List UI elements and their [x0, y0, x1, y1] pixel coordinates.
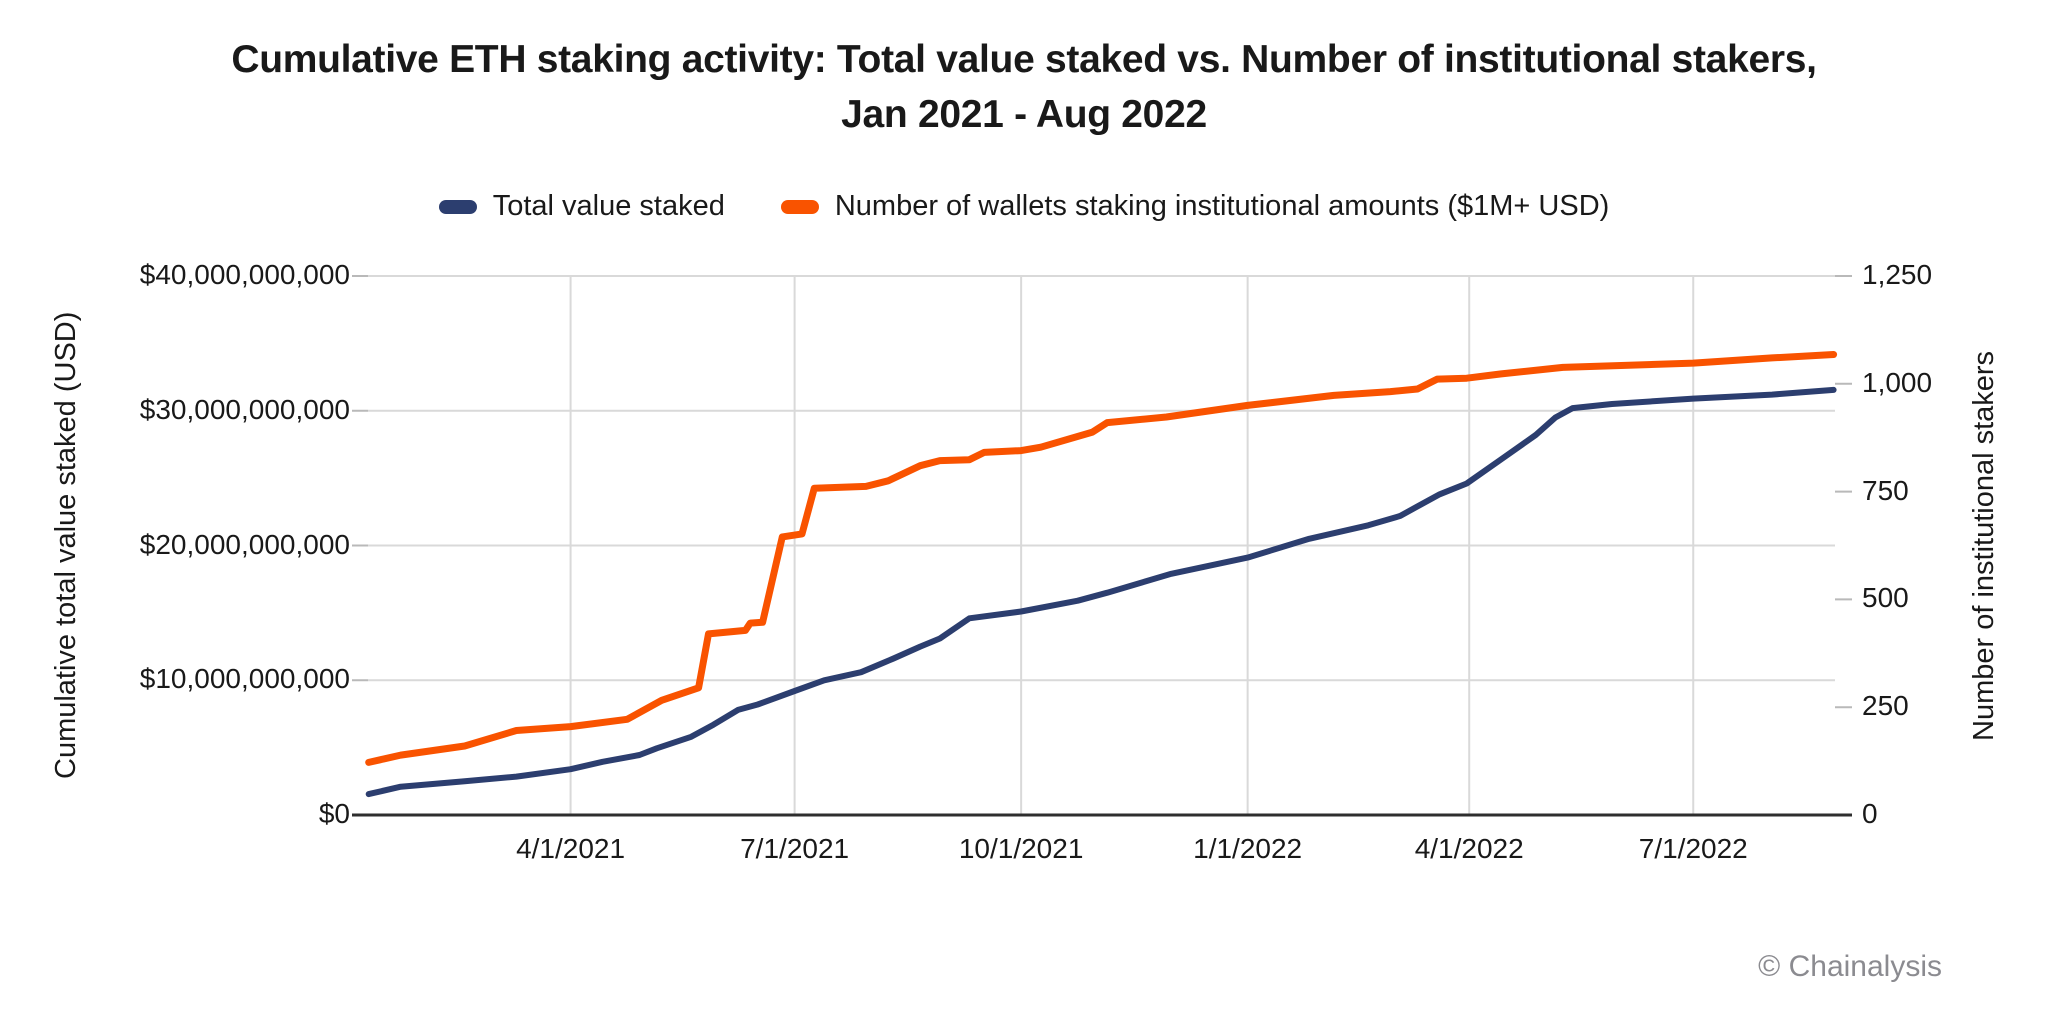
y-right-tick-label: 250 — [1862, 690, 1909, 722]
series-line-total-value-staked — [365, 386, 1837, 798]
legend-swatch-navy — [438, 199, 477, 214]
y-right-tick-label: 1,250 — [1862, 259, 1933, 291]
y-left-tick-label: $0 — [318, 798, 350, 830]
y-left-tick-label: $20,000,000,000 — [139, 528, 350, 560]
legend-swatch-orange — [780, 199, 819, 214]
y-right-tick-label: 1,000 — [1862, 366, 1933, 398]
y-right-tick-label: 500 — [1862, 582, 1909, 614]
x-axis-tick-label: 10/1/2021 — [958, 833, 1084, 864]
legend-label-total-value-staked: Total value staked — [492, 190, 725, 222]
x-axis-tick-label: 7/1/2022 — [1638, 833, 1748, 864]
y-left-tick-label: $30,000,000,000 — [139, 393, 350, 425]
legend-item-total-value-staked: Total value staked — [438, 190, 725, 223]
series-line-institutional-wallets — [365, 351, 1838, 766]
x-axis-tick-label: 4/1/2021 — [516, 833, 626, 864]
y-right-tick-label: 750 — [1862, 474, 1909, 506]
legend: Total value staked Number of wallets sta… — [0, 190, 2048, 223]
x-axis-tick-label: 4/1/2022 — [1414, 833, 1524, 864]
x-axis-tick-label: 1/1/2022 — [1193, 833, 1303, 864]
y-right-tick-label: 0 — [1862, 798, 1878, 830]
legend-item-institutional-wallets: Number of wallets staking institutional … — [780, 190, 1610, 223]
copyright-notice: © Chainalysis — [1758, 950, 1942, 983]
chart-title-line1: Cumulative ETH staking activity: Total v… — [231, 38, 1817, 81]
y-left-tick-label: $40,000,000,000 — [139, 259, 350, 291]
chart-title: Cumulative ETH staking activity: Total v… — [0, 32, 2048, 143]
legend-label-institutional-wallets: Number of wallets staking institutional … — [834, 190, 1610, 222]
chart-title-line2: Jan 2021 - Aug 2022 — [841, 93, 1207, 137]
y-left-tick-label: $10,000,000,000 — [139, 663, 350, 695]
x-axis-tick-label: 7/1/2021 — [740, 833, 850, 864]
